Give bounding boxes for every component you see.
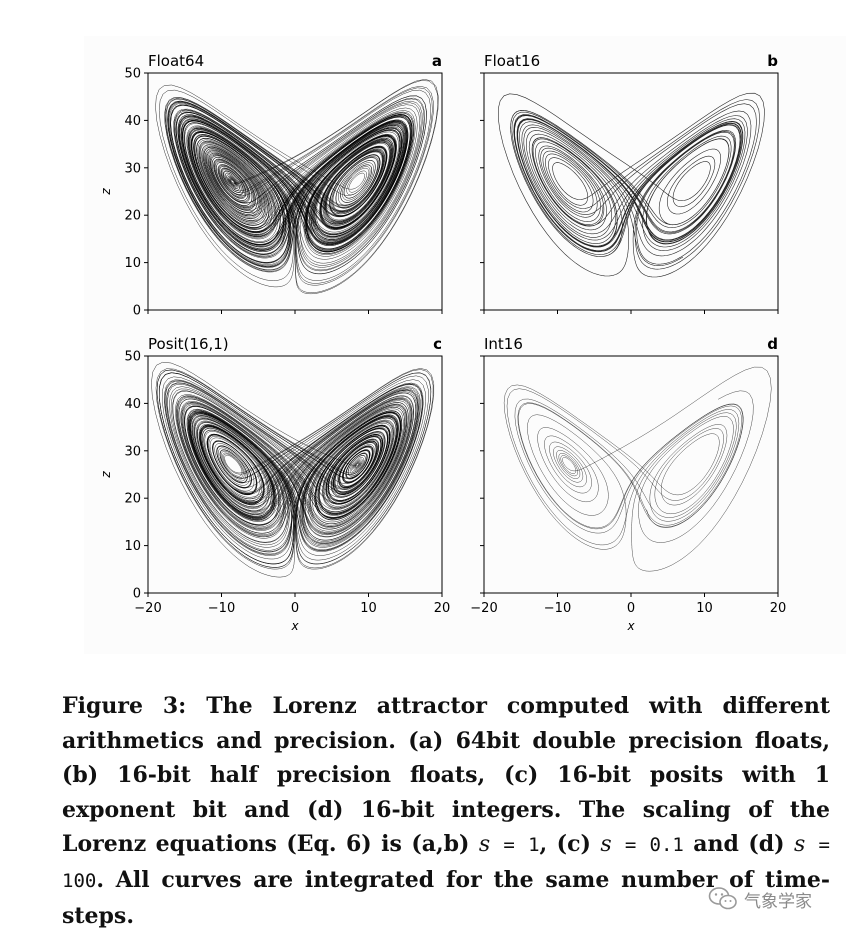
y-tick-label: 50 bbox=[124, 67, 141, 82]
x-tick-label: 20 bbox=[434, 601, 451, 616]
panel-title-a: Float64 bbox=[148, 52, 204, 70]
x-tick-label: 20 bbox=[770, 601, 787, 616]
y-tick-label: 50 bbox=[124, 350, 141, 365]
trajectory-d bbox=[503, 366, 772, 572]
figure: Float64 a 0 10 20 30 40 50 z Float16 b Posit(16,1) c… bbox=[84, 36, 846, 654]
panel-title-b: Float16 bbox=[484, 52, 540, 70]
y-tick-label: 0 bbox=[133, 304, 141, 319]
caption-label: Figure 3: bbox=[62, 693, 187, 719]
panel-b: Float16 b bbox=[480, 52, 779, 314]
x-tick-label: −20 bbox=[470, 601, 497, 616]
y-tick-label: 30 bbox=[124, 444, 141, 459]
panel-letter-d: d bbox=[767, 335, 778, 353]
x-tick-label: 10 bbox=[360, 601, 377, 616]
x-tick-label: −10 bbox=[208, 601, 235, 616]
watermark: 气象学家 bbox=[708, 886, 812, 912]
x-axis-label: x bbox=[290, 619, 299, 633]
trajectory-b bbox=[498, 92, 765, 278]
figure-svg: Float64 a 0 10 20 30 40 50 z Float16 b Posit(16,1) c… bbox=[99, 52, 786, 633]
y-tick-label: 20 bbox=[124, 492, 141, 507]
x-tick-label: −10 bbox=[544, 601, 571, 616]
panel-a: Float64 a 0 10 20 30 40 50 z bbox=[99, 52, 443, 319]
watermark-text: 气象学家 bbox=[744, 891, 812, 912]
panel-letter-a: a bbox=[432, 52, 442, 70]
panel-title-d: Int16 bbox=[484, 335, 523, 353]
x-tick-label: 0 bbox=[627, 601, 635, 616]
y-tick-label: 30 bbox=[124, 161, 141, 176]
y-tick-label: 20 bbox=[124, 209, 141, 224]
panel-d: Int16 d −20 −10 0 10 20 x bbox=[470, 335, 786, 633]
y-tick-label: 0 bbox=[133, 587, 141, 602]
y-tick-label: 40 bbox=[124, 114, 141, 129]
x-tick-label: 10 bbox=[696, 601, 713, 616]
figure-caption: Figure 3: The Lorenz attractor computed … bbox=[62, 693, 831, 929]
trajectory-a bbox=[155, 79, 439, 295]
plot-frame-b bbox=[483, 72, 779, 311]
x-tick-label: 0 bbox=[291, 601, 299, 616]
panel-title-c: Posit(16,1) bbox=[148, 335, 229, 353]
panel-c: Posit(16,1) c 0 10 20 30 40 50 z −20 −10 0 10 20 x bbox=[99, 335, 450, 633]
y-tick-label: 40 bbox=[124, 397, 141, 412]
y-axis-label: z bbox=[99, 188, 113, 196]
x-axis-label: x bbox=[626, 619, 635, 633]
panel-letter-b: b bbox=[767, 52, 778, 70]
trajectory-c bbox=[151, 361, 435, 578]
y-axis-label: z bbox=[99, 471, 113, 479]
y-tick-label: 10 bbox=[124, 256, 141, 271]
panel-letter-c: c bbox=[433, 335, 442, 353]
y-tick-label: 10 bbox=[124, 539, 141, 554]
x-tick-label: −20 bbox=[134, 601, 161, 616]
wechat-icon bbox=[708, 887, 737, 910]
